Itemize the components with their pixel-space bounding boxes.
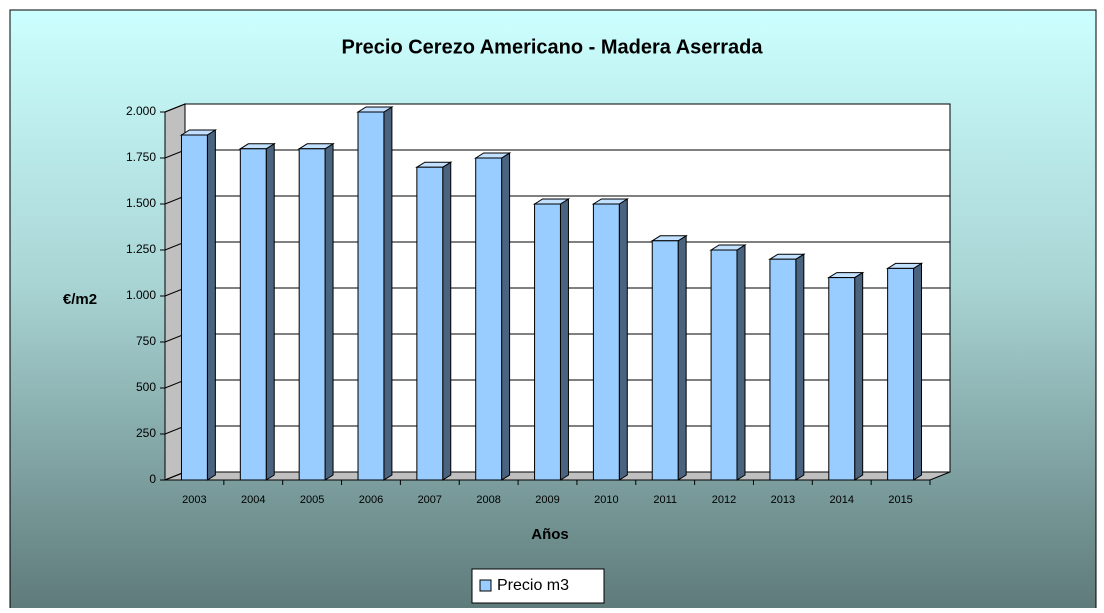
x-tick-label: 2008 xyxy=(476,494,500,506)
grid-line xyxy=(164,103,950,113)
bar xyxy=(475,157,503,481)
bar xyxy=(180,134,208,481)
y-tick-label: 500 xyxy=(136,380,156,394)
x-tick-label: 2007 xyxy=(418,494,442,506)
bar-side xyxy=(501,152,511,481)
y-tick-label: 750 xyxy=(136,334,156,348)
legend-box xyxy=(471,568,605,604)
y-tick-label: 250 xyxy=(136,426,156,440)
bar-side xyxy=(383,106,393,481)
bar xyxy=(298,148,326,481)
bar-side xyxy=(442,161,452,481)
bar xyxy=(357,111,385,481)
bar-side xyxy=(324,142,334,481)
bar xyxy=(534,203,561,481)
y-axis-title: €/m2 xyxy=(63,291,97,308)
y-tick-label: 0 xyxy=(149,472,156,486)
bar-side xyxy=(913,262,923,481)
bar xyxy=(710,249,738,481)
x-tick-label: 2005 xyxy=(300,494,324,506)
x-tick-label: 2004 xyxy=(241,494,265,506)
y-tick-label: 1.250 xyxy=(126,242,156,256)
bar-side xyxy=(795,253,805,481)
bar-side xyxy=(265,142,275,481)
bar-side xyxy=(559,198,569,481)
bar-side xyxy=(854,271,864,481)
bar xyxy=(769,258,797,481)
bar xyxy=(239,148,267,481)
x-axis-title: Años xyxy=(531,526,569,543)
x-tick-label: 2003 xyxy=(182,494,206,506)
legend-swatch xyxy=(479,579,492,592)
x-tick-label: 2012 xyxy=(712,494,736,506)
y-tick-label: 2.000 xyxy=(126,104,156,118)
x-tick-label: 2011 xyxy=(653,494,677,506)
legend-label: Precio m3 xyxy=(497,577,569,594)
chart-title: Precio Cerezo Americano - Madera Aserrad… xyxy=(342,36,764,58)
y-tick-label: 1.000 xyxy=(126,288,156,302)
x-tick-label: 2015 xyxy=(888,494,912,506)
bar-side xyxy=(736,244,746,481)
x-tick-label: 2006 xyxy=(359,494,383,506)
bar xyxy=(651,240,679,481)
y-tick-label: 1.500 xyxy=(126,196,156,210)
x-tick-label: 2014 xyxy=(829,494,853,506)
bar xyxy=(887,267,915,481)
bar xyxy=(592,203,620,481)
y-tick-label: 1.750 xyxy=(126,150,156,164)
bar-side xyxy=(206,129,216,481)
x-tick-label: 2010 xyxy=(594,494,618,506)
bar-side xyxy=(618,198,628,481)
bar xyxy=(416,166,444,481)
bar-side xyxy=(677,234,687,481)
x-tick-label: 2009 xyxy=(535,494,559,506)
bar xyxy=(828,277,856,481)
x-tick-label: 2013 xyxy=(771,494,795,506)
